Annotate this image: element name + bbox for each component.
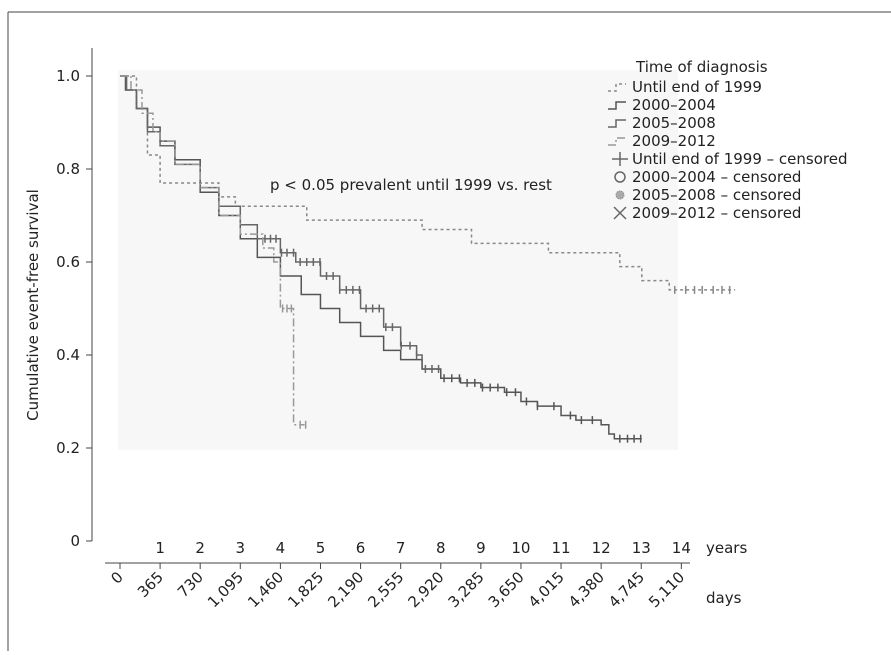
legend-symbol (615, 190, 625, 200)
legend-title: Time of diagnosis (635, 58, 768, 76)
legend-entry: 2009–2012 – censored (632, 204, 801, 222)
y-tick-label: 0 (70, 532, 80, 550)
y-axis-title: Cumulative event-free survival (24, 189, 42, 421)
y-tick-label: 0.4 (56, 346, 80, 364)
legend-entry: Until end of 1999 (632, 78, 762, 96)
x-tick-label-years: 7 (396, 539, 406, 557)
x-tick-label-years: 4 (276, 539, 286, 557)
x-tick-label-years: 13 (632, 539, 651, 557)
legend-symbol (608, 83, 626, 92)
x-tick-label-years: 6 (356, 539, 366, 557)
x-tick-label-days: 2,190 (324, 568, 367, 611)
x-tick-label-years: 12 (592, 539, 611, 557)
x-tick-label-days: 1,460 (244, 568, 287, 611)
x-tick-label-days: 3,650 (485, 568, 528, 611)
x-tick-label-years: 8 (436, 539, 446, 557)
x-tick-label-days: 0 (107, 568, 126, 587)
legend-symbol (614, 171, 626, 183)
series-line-s2009 (120, 75, 305, 426)
x-tick-label-years: 5 (316, 539, 326, 557)
x-tick-label-days: 2,920 (404, 568, 447, 611)
legend-entry: 2005–2008 – censored (632, 186, 801, 204)
plot-background (118, 70, 678, 450)
series-group (120, 75, 736, 443)
legend-symbol (613, 206, 627, 220)
x-tick-label-days: 4,380 (565, 568, 608, 611)
x-tick-label-years: 2 (195, 539, 205, 557)
series-line-s1999 (120, 75, 736, 291)
legend-entry: 2000–2004 (632, 96, 716, 114)
legend-entry: 2005–2008 (632, 114, 716, 132)
legend-entry: Until end of 1999 – censored (632, 150, 848, 168)
y-tick-label: 1.0 (56, 67, 80, 85)
x-tick-label-days: 5,110 (645, 568, 688, 611)
x-tick-label-years: 10 (511, 539, 530, 557)
x-tick-label-years: 3 (236, 539, 246, 557)
x-tick-label-days: 3,285 (445, 568, 488, 611)
y-tick-label: 0.6 (56, 253, 80, 271)
legend-symbol (612, 152, 628, 166)
x-unit-years: years (706, 539, 747, 557)
x-tick-label-years: 14 (672, 539, 691, 557)
x-tick-label-years: 1 (155, 539, 165, 557)
legend-entry: 2009–2012 (632, 132, 716, 150)
x-tick-label-days: 4,015 (525, 568, 568, 611)
series-line-s2005 (120, 75, 441, 370)
x-tick-label-days: 730 (174, 568, 207, 601)
significance-annotation: p < 0.05 prevalent until 1999 vs. rest (270, 176, 552, 194)
x-tick-label-days: 4,745 (605, 568, 648, 611)
x-tick-label-days: 1,825 (284, 568, 327, 611)
y-tick-label: 0.2 (56, 439, 80, 457)
legend-entry: 2000–2004 – censored (632, 168, 801, 186)
legend-symbol (608, 137, 626, 146)
x-tick-label-days: 2,555 (364, 568, 407, 611)
x-tick-label-years: 11 (552, 539, 571, 557)
x-tick-label-days: 1,095 (204, 568, 247, 611)
x-tick-label-years: 9 (476, 539, 486, 557)
x-tick-label-days: 365 (134, 568, 167, 601)
legend-symbol (608, 101, 626, 110)
legend-symbol (608, 119, 626, 128)
y-tick-label: 0.8 (56, 160, 80, 178)
x-unit-days: days (706, 589, 742, 607)
